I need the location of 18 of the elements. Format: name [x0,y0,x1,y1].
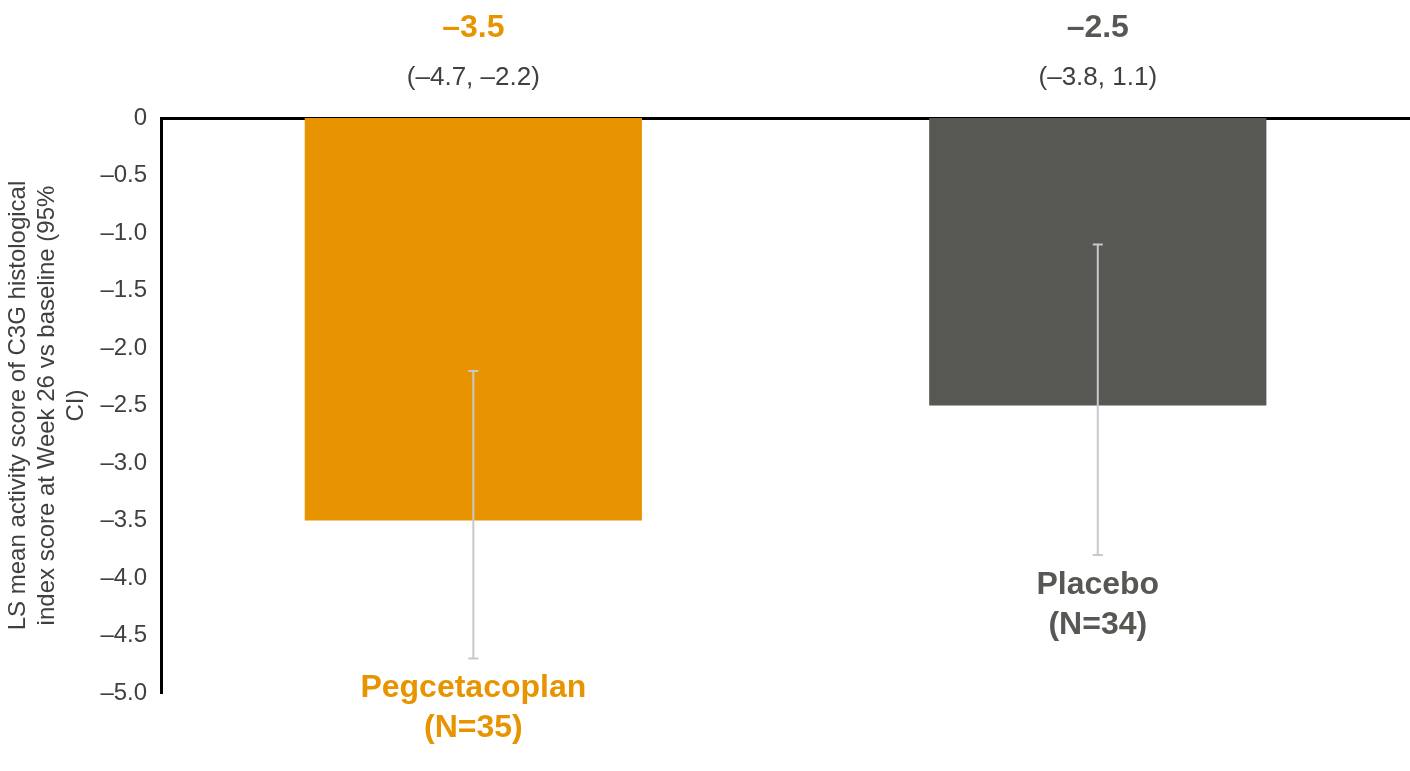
text: (–3.8, 1.1) [1038,61,1158,92]
y-tick-label: –4.5 [100,620,148,648]
y-tick-label: –1.5 [100,275,148,303]
y-tick-label: –4.0 [100,562,148,590]
y-tick-label: –3.5 [100,505,148,533]
y-tick-label: 0 [133,102,148,130]
y-tick-label: –5.0 [100,677,148,705]
y-tick-label: –1.0 [100,217,148,245]
data-label: –3.5 [442,7,505,44]
text: (–4.7, –2.2) [406,61,540,92]
x-tick-label: Pegcetacoplan (N=35) [360,668,587,745]
y-tick-label: –2.0 [100,332,148,360]
data-label: –2.5 [1066,7,1129,44]
y-tick-label: –3.0 [100,447,148,475]
y-tick-label: –2.5 [100,390,148,418]
y-axis-title: LS mean activity score of C3G histological index score at Week 26 vs baseline (95% CI) [3,180,88,631]
x-tick-label: Placebo (N=34) [1036,564,1160,641]
y-tick-label: –0.5 [100,160,148,188]
